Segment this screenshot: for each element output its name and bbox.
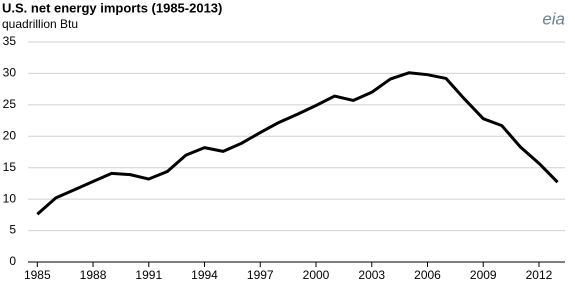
y-tick-label: 0 — [9, 254, 16, 268]
chart-subtitle: quadrillion Btu — [2, 17, 78, 31]
x-tick-label: 1997 — [247, 268, 274, 282]
y-tick-label: 5 — [9, 223, 16, 237]
x-tick-label: 2006 — [414, 268, 441, 282]
x-tick-label: 1988 — [80, 268, 107, 282]
x-tick-label: 2012 — [526, 268, 553, 282]
y-tick-label: 10 — [3, 191, 17, 205]
x-tick-label: 2009 — [470, 268, 497, 282]
x-tick-label: 1985 — [24, 268, 51, 282]
y-tick-label: 30 — [3, 66, 17, 80]
x-tick-label: 2000 — [303, 268, 330, 282]
x-tick-label: 2003 — [358, 268, 385, 282]
x-tick-label: 1991 — [135, 268, 162, 282]
y-tick-label: 20 — [3, 128, 17, 142]
y-tick-label: 35 — [3, 34, 17, 48]
x-tick-label: 1994 — [191, 268, 218, 282]
chart-title: U.S. net energy imports (1985-2013) — [2, 0, 222, 15]
y-tick-label: 15 — [3, 160, 17, 174]
line — [36, 71, 559, 216]
logo: eia — [542, 9, 565, 28]
y-tick-label: 25 — [3, 97, 17, 111]
